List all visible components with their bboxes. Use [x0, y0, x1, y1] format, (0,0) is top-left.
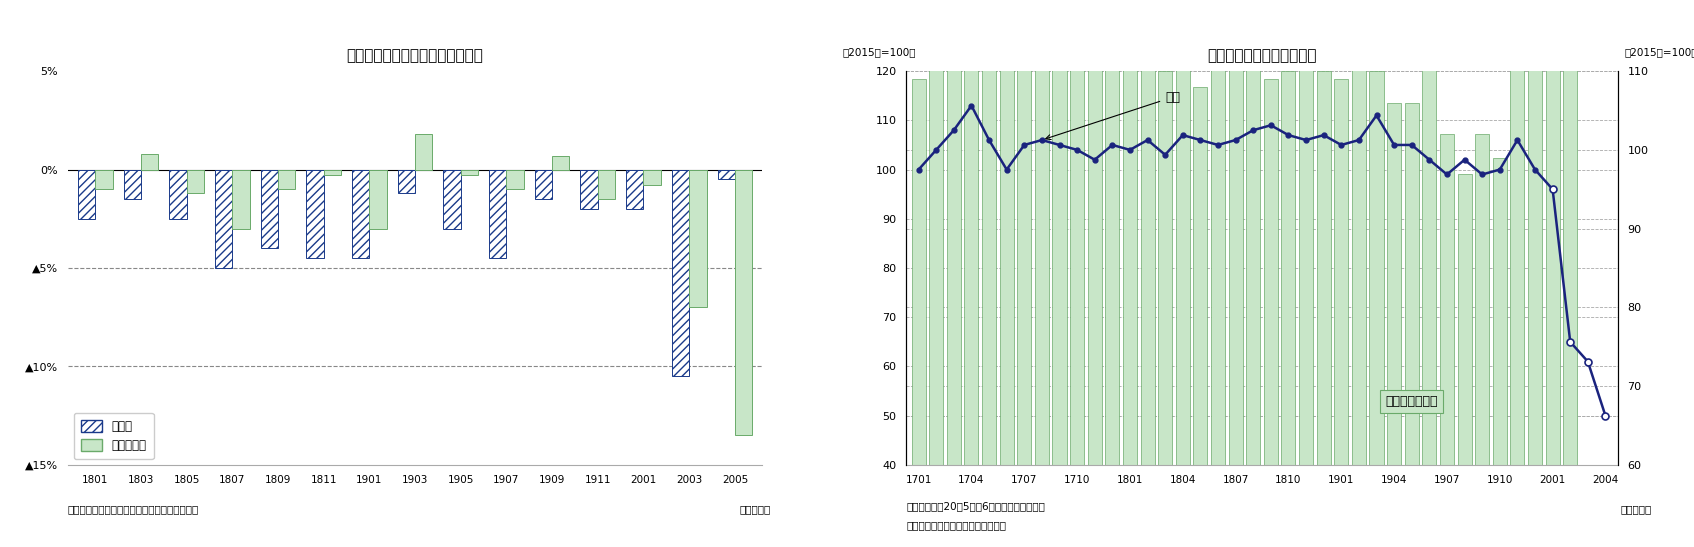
Title: 最近の実現率、予測修正率の推移: 最近の実現率、予測修正率の推移	[347, 48, 483, 63]
Bar	[1564, 0, 1577, 465]
Bar	[627, 170, 644, 209]
Bar	[1071, 0, 1084, 465]
Bar	[1316, 71, 1331, 465]
Bar	[1193, 87, 1208, 465]
Bar	[352, 170, 369, 258]
Bar	[1211, 39, 1225, 465]
Text: （注）生産の20年5月、6月は予測指数で延長: （注）生産の20年5月、6月は予測指数で延長	[906, 502, 1045, 511]
Title: 輸送機械の生産、在庫動向: 輸送機械の生産、在庫動向	[1208, 48, 1316, 63]
Bar	[1088, 0, 1101, 465]
Bar	[930, 63, 944, 465]
Bar	[1352, 32, 1365, 465]
Bar	[1475, 134, 1489, 465]
Bar	[535, 170, 552, 199]
Text: （資料）経済産業省「製造工業生産予測指数」: （資料）経済産業省「製造工業生産予測指数」	[68, 504, 198, 514]
Bar	[95, 170, 112, 189]
Bar	[1016, 63, 1032, 465]
Bar	[1123, 48, 1137, 465]
Bar	[1140, 63, 1155, 465]
Bar	[307, 170, 324, 258]
Bar	[1387, 103, 1401, 465]
Bar	[444, 170, 461, 229]
Text: 生産: 生産	[1045, 91, 1181, 139]
Text: （年・月）: （年・月）	[740, 504, 771, 514]
Bar	[735, 170, 752, 435]
Bar	[689, 170, 706, 307]
Bar	[947, 24, 960, 465]
Bar	[1228, 32, 1243, 465]
Bar	[78, 170, 95, 219]
Bar	[598, 170, 615, 199]
Bar	[999, 24, 1013, 465]
Bar	[1247, 24, 1260, 465]
Bar	[1264, 79, 1277, 465]
Bar	[261, 170, 278, 248]
Bar	[1492, 158, 1508, 465]
Text: （2015年=100）: （2015年=100）	[1625, 48, 1694, 57]
Bar	[1423, 63, 1437, 465]
Bar	[124, 170, 141, 199]
Bar	[1159, 71, 1172, 465]
Bar	[911, 79, 925, 465]
Bar	[552, 156, 569, 170]
Text: （年・月）: （年・月）	[1621, 504, 1652, 514]
Bar	[1281, 71, 1296, 465]
Bar	[1052, 32, 1067, 465]
Bar	[507, 170, 523, 189]
Bar	[1457, 173, 1472, 465]
Bar	[1440, 134, 1453, 465]
Bar	[461, 170, 478, 176]
Text: （2015年=100）: （2015年=100）	[842, 48, 916, 57]
Bar	[581, 170, 598, 209]
Legend: 実現率, 予測修正率: 実現率, 予測修正率	[73, 413, 154, 459]
Bar	[398, 170, 415, 193]
Bar	[1511, 0, 1525, 465]
Bar	[1335, 79, 1348, 465]
Bar	[369, 170, 386, 229]
Text: 在庫（右目盛）: 在庫（右目盛）	[1386, 395, 1438, 409]
Bar	[186, 170, 203, 193]
Bar	[415, 134, 432, 170]
Bar	[1404, 103, 1420, 465]
Bar	[141, 154, 158, 170]
Text: （資料）経済産業省「鉱工業指数」: （資料）経済産業省「鉱工業指数」	[906, 521, 1006, 531]
Bar	[215, 170, 232, 268]
Bar	[644, 170, 661, 185]
Bar	[1104, 0, 1120, 465]
Bar	[1299, 48, 1313, 465]
Bar	[718, 170, 735, 179]
Bar	[1176, 0, 1189, 465]
Bar	[169, 170, 186, 219]
Bar	[232, 170, 249, 229]
Bar	[490, 170, 507, 258]
Bar	[1545, 48, 1560, 465]
Bar	[1369, 71, 1384, 465]
Bar	[673, 170, 689, 376]
Bar	[1035, 0, 1049, 465]
Bar	[1528, 0, 1542, 465]
Bar	[983, 0, 996, 465]
Bar	[324, 170, 340, 176]
Bar	[964, 0, 979, 465]
Bar	[278, 170, 295, 189]
